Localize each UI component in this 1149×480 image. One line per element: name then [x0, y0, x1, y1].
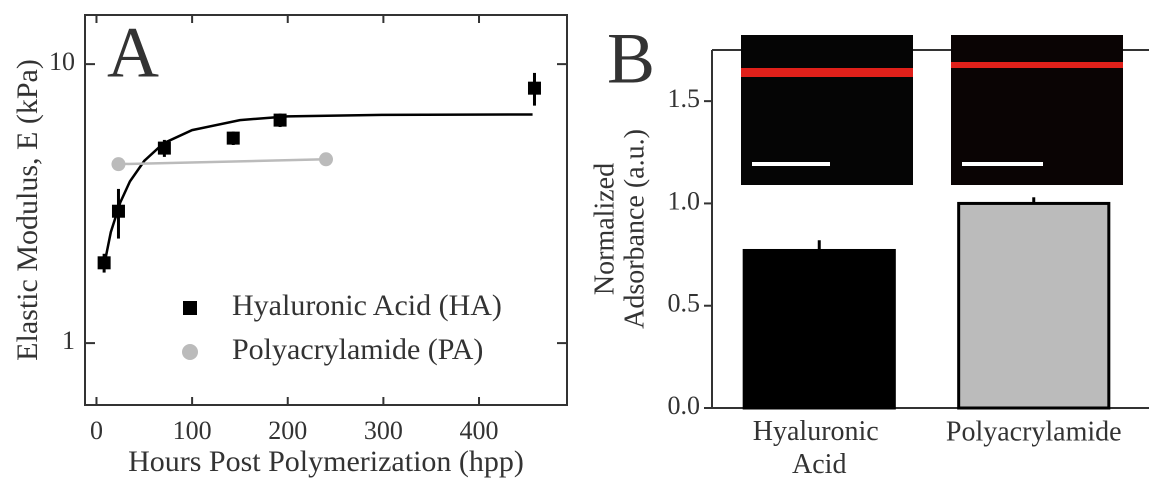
scale-bar — [962, 162, 1043, 166]
y-tick-label: 1.5 — [668, 84, 701, 113]
plot-frame — [84, 14, 568, 406]
point — [111, 157, 126, 172]
x-axis-label: Hours Post Polymerization (hpp) — [128, 445, 524, 478]
series-line — [118, 158, 327, 166]
y-tick-label: 0.5 — [668, 289, 701, 318]
y-tick-label: 1.0 — [668, 186, 701, 215]
y-axis-label: Normalized — [589, 163, 620, 295]
point — [273, 113, 287, 127]
point — [111, 204, 125, 218]
scale-bar — [752, 162, 830, 166]
insets — [741, 35, 1123, 185]
fit-line — [102, 113, 533, 266]
x-tick-label: 400 — [460, 416, 499, 445]
x-tick-label: 300 — [364, 416, 403, 445]
panel-label: B — [607, 19, 655, 99]
bar — [742, 248, 896, 410]
x-tick-label: 200 — [268, 416, 307, 445]
y-axis-label: Adsorbance (a.u.) — [619, 129, 650, 329]
legend-marker — [183, 301, 197, 315]
x-tick-label: 100 — [173, 416, 212, 445]
point — [226, 131, 240, 145]
point — [319, 152, 333, 167]
y-tick-label: 10 — [49, 47, 75, 76]
inset-image — [951, 35, 1123, 185]
legend-label: Polyacrylamide (PA) — [232, 333, 483, 366]
legend-label: Hyaluronic Acid (HA) — [232, 289, 502, 322]
inset-image — [741, 35, 913, 185]
point — [157, 141, 171, 155]
bar — [957, 201, 1111, 410]
y-axis-label: Elastic Modulus, E (kPa) — [11, 59, 44, 361]
y-tick-label: 0.0 — [668, 391, 701, 420]
panel-label: A — [107, 13, 159, 93]
x-tick-label-line: Hyaluronic — [753, 416, 886, 447]
inset-band — [741, 68, 913, 77]
x-tick-label: Polyacrylamide — [946, 416, 1122, 447]
y-tick-label: 1 — [62, 326, 75, 355]
legend-marker — [182, 344, 198, 360]
x-tick-label-line: Acid — [792, 449, 846, 480]
point — [97, 256, 111, 270]
x-tick-label: 0 — [90, 416, 103, 445]
point — [527, 81, 541, 95]
x-tick-label: Hyaluronic Acid — [753, 416, 886, 480]
inset-band — [951, 62, 1123, 68]
